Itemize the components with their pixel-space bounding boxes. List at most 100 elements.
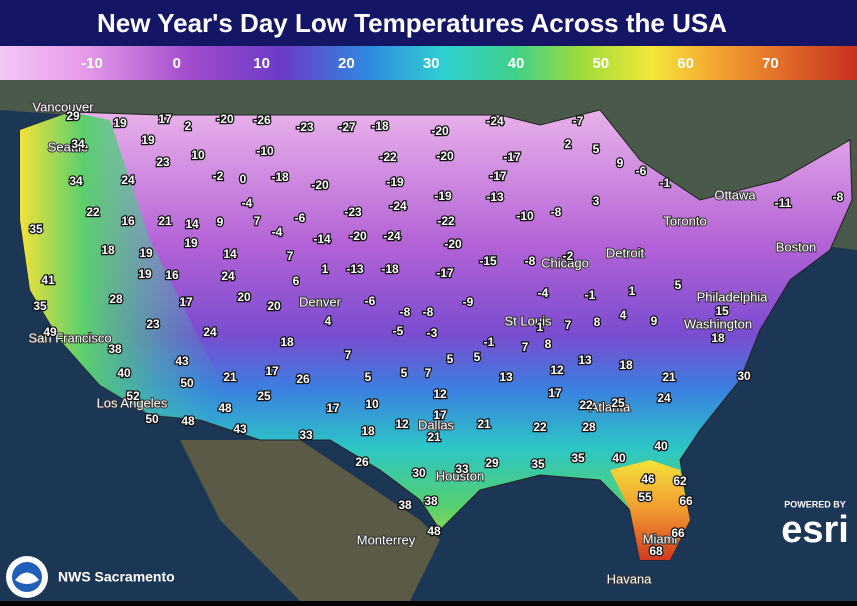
temperature-label: 18	[711, 331, 725, 345]
temperature-label: -6	[365, 294, 376, 308]
temperature-label: 2	[565, 137, 572, 151]
scale-tick-label: 70	[762, 55, 779, 72]
temperature-label: -3	[427, 326, 438, 340]
temperature-label: 22	[579, 398, 593, 412]
powered-by: POWERED BY	[784, 499, 846, 509]
temperature-label: 24	[121, 173, 135, 187]
temperature-label: -8	[833, 190, 844, 204]
temperature-label: 1	[629, 284, 636, 298]
temperature-label: 21	[427, 430, 441, 444]
temperature-label: -9	[463, 295, 474, 309]
city-label: Ottawa	[714, 187, 756, 202]
temperature-label: 24	[657, 391, 671, 405]
city-label: Washington	[684, 316, 752, 331]
temperature-label: 5	[401, 366, 408, 380]
temperature-label: 46	[641, 472, 655, 486]
temperature-label: -5	[393, 324, 404, 338]
scale-tick-label: 50	[592, 55, 609, 72]
temperature-label: -17	[489, 169, 507, 183]
temperature-label: 22	[533, 420, 547, 434]
temperature-label: 48	[427, 524, 441, 538]
temperature-label: 14	[185, 217, 199, 231]
temperature-label: 5	[474, 350, 481, 364]
scale-tick-label: 30	[423, 55, 440, 72]
temperature-label: 24	[221, 269, 235, 283]
temperature-label: 30	[412, 466, 426, 480]
temperature-label: 20	[237, 290, 251, 304]
temperature-label: 35	[571, 451, 585, 465]
temperature-label: 21	[158, 214, 172, 228]
city-label: Denver	[299, 294, 342, 309]
temperature-label: 13	[499, 370, 513, 384]
temperature-label: 33	[455, 462, 469, 476]
temperature-label: 29	[66, 109, 80, 123]
temperature-label: 35	[29, 222, 43, 236]
temperature-label: 19	[139, 246, 153, 260]
temperature-label: -17	[436, 266, 454, 280]
temperature-label: -2	[563, 249, 574, 263]
city-label: Houston	[436, 468, 484, 483]
temperature-label: 12	[395, 417, 409, 431]
temperature-label: 50	[145, 412, 159, 426]
temperature-label: 4	[620, 308, 627, 322]
scale-tick-label: 40	[508, 55, 525, 72]
temperature-label: -14	[313, 232, 331, 246]
temperature-label: 28	[582, 420, 596, 434]
temperature-label: -8	[551, 205, 562, 219]
temperature-label: 34	[71, 137, 85, 151]
temperature-label: 38	[424, 494, 438, 508]
temperature-label: 3	[593, 194, 600, 208]
temperature-label: 19	[138, 267, 152, 281]
temperature-label: 17	[433, 408, 447, 422]
temperature-label: 49	[43, 325, 57, 339]
temperature-label: 16	[165, 268, 179, 282]
temperature-label: 4	[325, 314, 332, 328]
west-coast-warm	[20, 112, 230, 420]
temperature-label: -22	[379, 150, 397, 164]
temperature-label: -8	[525, 254, 536, 268]
temperature-label: -7	[573, 114, 584, 128]
temperature-label: -20	[216, 112, 234, 126]
city-label: Chicago	[541, 255, 589, 270]
temperature-label: 66	[679, 494, 693, 508]
temperature-label: 23	[156, 155, 170, 169]
temperature-label: -19	[434, 189, 452, 203]
temperature-label: 17	[179, 295, 193, 309]
color-scale	[0, 46, 857, 80]
temperature-label: 5	[365, 370, 372, 384]
temperature-label: 30	[737, 369, 751, 383]
credit: NWS Sacramento	[58, 569, 175, 585]
nws-logo	[6, 556, 48, 598]
temperature-label: 18	[101, 243, 115, 257]
temperature-label: 38	[398, 498, 412, 512]
temperature-label: 29	[485, 456, 499, 470]
temperature-label: 7	[565, 318, 572, 332]
temperature-label: 7	[522, 340, 529, 354]
temperature-label: -27	[338, 120, 356, 134]
temperature-label: -17	[503, 150, 521, 164]
temperature-label: 8	[594, 315, 601, 329]
temperature-label: 5	[675, 278, 682, 292]
temperature-label: 35	[531, 457, 545, 471]
temperature-label: 21	[223, 370, 237, 384]
city-label: Toronto	[663, 213, 706, 228]
temperature-label: 1	[322, 262, 329, 276]
city-label: Seattle	[48, 139, 88, 154]
temperature-label: 35	[33, 299, 47, 313]
temperature-label: -24	[389, 199, 407, 213]
temperature-label: -4	[242, 196, 253, 210]
temperature-label: -13	[486, 190, 504, 204]
temperature-label: 10	[191, 148, 205, 162]
temperature-label: 48	[181, 414, 195, 428]
temperature-label: -19	[386, 175, 404, 189]
temperature-label: 1	[537, 320, 544, 334]
temperature-label: -26	[253, 113, 271, 127]
temperature-label: -24	[383, 229, 401, 243]
temperature-label: 12	[550, 363, 564, 377]
temperature-label: 68	[649, 544, 663, 558]
temperature-label: 21	[662, 370, 676, 384]
temperature-label: 21	[477, 417, 491, 431]
temperature-label: -2	[213, 169, 224, 183]
temperature-label: 7	[287, 249, 294, 263]
temperature-label: 20	[267, 299, 281, 313]
